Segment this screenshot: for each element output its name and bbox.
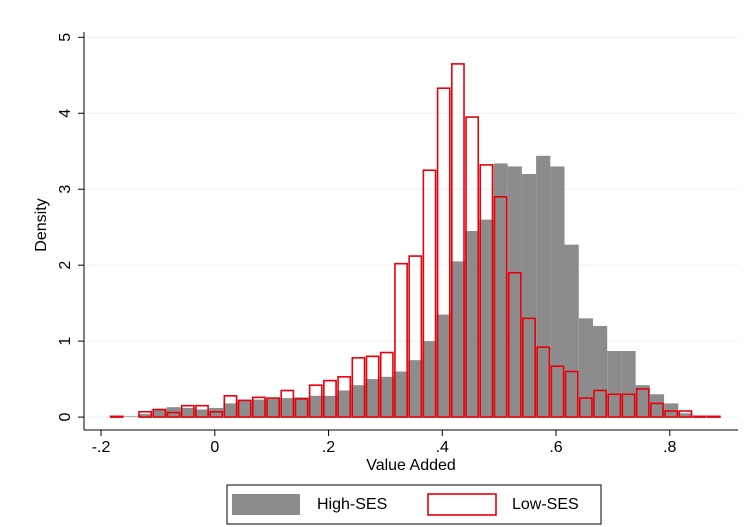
histogram-bar <box>649 394 665 418</box>
histogram-bar <box>607 351 622 418</box>
x-tick-label: .8 <box>663 439 676 456</box>
histogram-bar <box>564 370 579 418</box>
histogram-bar <box>422 341 437 418</box>
histogram-bar <box>550 365 565 418</box>
histogram-bar <box>365 379 380 418</box>
histogram-bar <box>379 376 394 418</box>
histogram-bar <box>109 415 124 418</box>
histogram-bar <box>322 395 338 418</box>
histogram-bar <box>521 174 537 418</box>
histogram-bar <box>593 389 607 418</box>
x-tick-label: .2 <box>322 439 335 456</box>
histogram-bar <box>138 410 153 418</box>
histogram-bar <box>578 397 593 418</box>
histogram-bar <box>194 409 210 418</box>
histogram-bar <box>507 166 522 418</box>
histogram-bar <box>365 355 380 418</box>
histogram-bar <box>195 404 209 418</box>
y-tick-label: 0 <box>57 413 74 422</box>
x-axis-label: Value Added <box>366 457 456 474</box>
histogram-bar <box>223 395 238 418</box>
histogram-bar <box>308 384 323 418</box>
histogram-bar <box>479 164 494 418</box>
histogram-bar <box>166 411 181 418</box>
legend-swatch <box>232 494 300 515</box>
histogram-bar <box>465 231 480 418</box>
histogram-bar <box>308 395 323 418</box>
histogram-bar <box>408 255 423 418</box>
histogram-bar <box>351 385 366 418</box>
histogram-bar <box>152 408 167 418</box>
histogram-bar <box>578 318 593 418</box>
histogram-bar <box>678 413 693 418</box>
histogram-bar <box>692 415 707 418</box>
histogram-bar <box>635 388 650 418</box>
y-tick-label: 3 <box>57 185 74 194</box>
histogram-bar <box>351 357 366 418</box>
histogram-bar <box>180 404 195 418</box>
histogram-bar <box>280 389 295 418</box>
y-axis-label: Density <box>33 198 50 251</box>
histogram-bar <box>436 87 451 418</box>
histogram-bar <box>450 261 466 418</box>
legend-label: Low-SES <box>512 496 579 513</box>
histogram-bar <box>237 399 252 418</box>
legend-swatch <box>427 493 497 516</box>
histogram-bar <box>493 163 508 418</box>
histogram-bar <box>323 379 337 418</box>
x-tick-label: .6 <box>549 439 562 456</box>
histogram-bar <box>536 155 551 418</box>
y-tick-label: 1 <box>57 337 74 346</box>
histogram-bar <box>550 166 565 418</box>
y-tick-label: 5 <box>57 33 74 42</box>
histogram-bar <box>465 116 480 418</box>
histogram-bar <box>408 360 423 418</box>
histogram-bar <box>152 409 167 418</box>
x-tick-label: .4 <box>436 439 449 456</box>
histogram-bar <box>664 410 679 418</box>
histogram-bar <box>592 325 608 418</box>
histogram-bar <box>294 398 309 418</box>
histogram-bar <box>564 244 579 418</box>
histogram-bar <box>393 371 409 418</box>
histogram-bar <box>706 415 721 418</box>
histogram-bar <box>635 385 650 418</box>
histogram-bar <box>678 410 693 418</box>
histogram-bar <box>294 397 309 418</box>
histogram-bar <box>251 399 266 418</box>
histogram-bar <box>180 407 195 418</box>
histogram-bar <box>479 219 494 418</box>
histogram-bar <box>394 262 408 418</box>
histogram-bar <box>621 351 636 418</box>
x-tick-label: -.2 <box>92 439 111 456</box>
histogram-bar <box>280 398 295 418</box>
histogram-bar <box>493 196 508 418</box>
histogram-bar <box>522 317 536 418</box>
histogram-bar <box>266 397 280 418</box>
histogram-bar <box>436 314 451 418</box>
histogram-bar <box>223 403 238 418</box>
histogram-bar <box>337 390 352 418</box>
y-tick-label: 4 <box>57 109 74 118</box>
histogram-bar <box>607 393 622 418</box>
histogram-bar <box>237 400 252 418</box>
histogram-bar <box>251 396 266 418</box>
histogram-bar <box>209 410 224 418</box>
histogram-bar <box>650 402 664 418</box>
histogram-bar <box>621 393 636 418</box>
histogram-bar <box>138 414 153 418</box>
histogram-bar <box>337 376 352 418</box>
histogram-bar <box>265 398 281 418</box>
histogram-bar <box>507 271 522 418</box>
y-tick-label: 2 <box>57 261 74 270</box>
histogram-bar <box>536 346 551 418</box>
x-tick-label: 0 <box>210 439 219 456</box>
histogram-bar <box>422 169 437 418</box>
legend-label: High-SES <box>317 496 387 513</box>
histogram-bar <box>379 351 394 418</box>
histogram-bar <box>123 416 139 418</box>
histogram-bar <box>451 63 465 418</box>
